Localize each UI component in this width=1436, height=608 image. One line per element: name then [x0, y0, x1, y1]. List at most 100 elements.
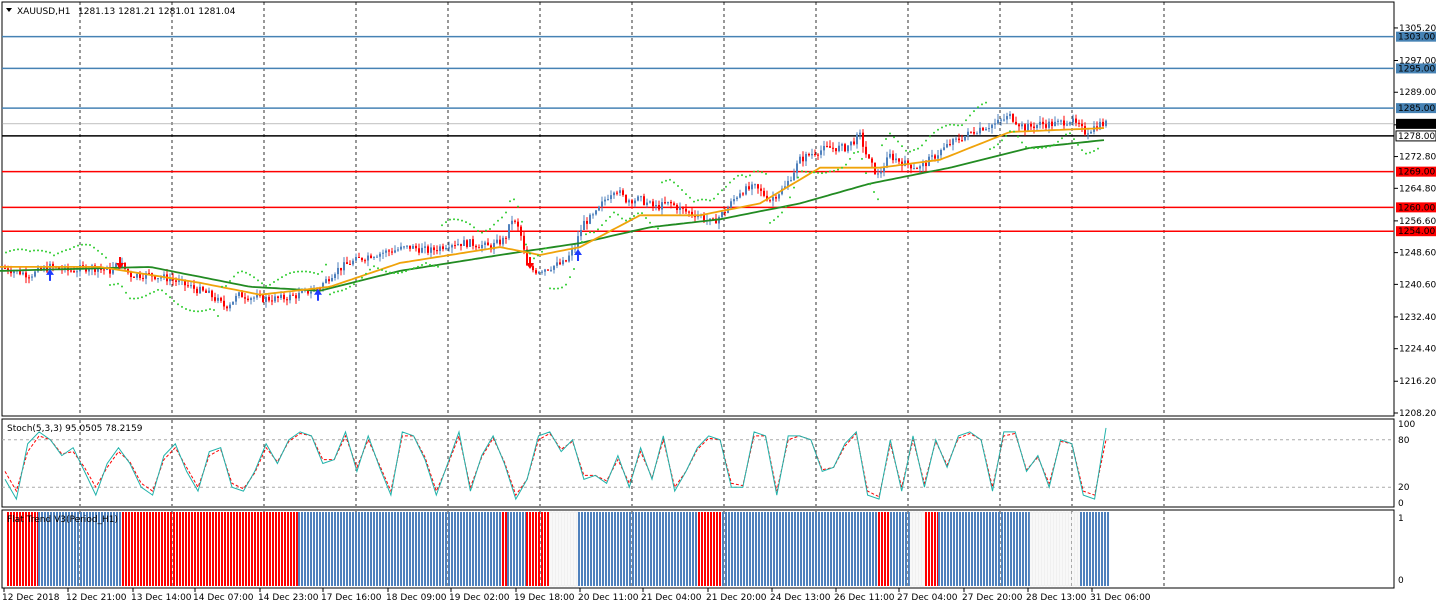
candle-body: [952, 139, 954, 145]
psar-dot: [357, 280, 359, 283]
candle-body: [775, 196, 777, 199]
candle-body: [496, 239, 498, 243]
flat-trend-bar: [310, 512, 312, 586]
psar-dot: [821, 172, 823, 175]
psar-dot: [321, 270, 323, 273]
flat-trend-bar: [44, 512, 46, 586]
flat-trend-bar: [632, 512, 634, 586]
flat-trend-bar: [451, 512, 453, 586]
flat-trend-bar: [469, 512, 471, 586]
candle-body: [280, 294, 282, 298]
flat-trend-bar: [86, 512, 88, 586]
psar-dot: [185, 307, 187, 310]
psar-dot: [945, 124, 947, 127]
flat-trend-bar: [977, 512, 979, 586]
candle-body: [472, 239, 474, 246]
candle-body: [532, 266, 534, 271]
candle-body: [925, 162, 927, 167]
candle-body: [253, 297, 255, 299]
flat-trend-bar: [1074, 511, 1078, 587]
candle-body: [535, 270, 537, 274]
candle-body: [262, 295, 264, 302]
candle-body: [583, 220, 585, 231]
flat-trend-bar: [1038, 511, 1042, 587]
flat-trend-bar: [581, 512, 583, 586]
psar-dot: [497, 219, 499, 222]
candle-body: [190, 285, 192, 287]
flat-trend-bar: [934, 512, 936, 586]
flat-trend-bar: [1098, 512, 1100, 586]
flat-trend-bar: [842, 512, 844, 586]
candle-body: [550, 269, 552, 271]
psar-dot: [189, 309, 191, 312]
candle-body: [796, 163, 798, 173]
candle-body: [1033, 126, 1035, 129]
flat-trend-bar: [301, 512, 303, 586]
flat-trend-bar: [573, 511, 577, 587]
flat-trend-bar: [680, 512, 682, 586]
candle-body: [934, 155, 936, 159]
psar-dot: [581, 240, 583, 243]
candle-body: [97, 268, 99, 272]
price-panel[interactable]: [1, 1, 1395, 417]
psar-dot: [513, 198, 515, 201]
candle-body: [436, 250, 438, 252]
psar-dot: [517, 205, 519, 208]
stoch-panel[interactable]: [1, 418, 1395, 508]
psar-dot: [621, 217, 623, 220]
psar-dot: [21, 248, 23, 251]
candle-body: [511, 220, 513, 225]
psar-dot: [313, 271, 315, 274]
y-tick-label: 1272.80: [1399, 153, 1436, 163]
flat-trend-bar: [587, 512, 589, 586]
chevron-down-icon[interactable]: [6, 8, 12, 12]
psar-dot: [605, 219, 607, 222]
psar-dot: [1057, 140, 1059, 143]
candle-body: [133, 276, 135, 278]
flat-trend-bar: [493, 512, 495, 586]
flat-trend-panel[interactable]: [1, 509, 1395, 589]
candle-body: [601, 201, 603, 207]
flat-trend-bar: [1004, 512, 1006, 586]
psar-dot: [229, 279, 231, 282]
psar-dot: [205, 309, 207, 312]
flat-trend-bar: [899, 512, 901, 586]
flat-trend-bar: [290, 512, 292, 586]
flat-trend-bar: [158, 512, 160, 586]
flat-trend-bar: [812, 512, 814, 586]
flat-trend-bar: [1068, 511, 1072, 587]
flat-trend-bar: [415, 512, 417, 586]
psar-dot: [77, 244, 79, 247]
flat-trend-bar: [182, 512, 184, 586]
flat-trend-bar: [921, 511, 925, 587]
psar-dot: [833, 169, 835, 172]
psar-dot: [13, 248, 15, 251]
candle-body: [229, 304, 231, 309]
psar-dot: [1009, 130, 1011, 133]
time-label: 27 Dec 04:00: [897, 593, 958, 603]
flat-trend-bar: [674, 512, 676, 586]
flat-trend-bar: [496, 512, 498, 586]
candle-body: [226, 306, 228, 309]
candle-body: [610, 195, 612, 200]
psar-dot: [537, 254, 539, 257]
candle-body: [73, 271, 75, 273]
y-tick-label: 1264.80: [1399, 184, 1436, 194]
flat-trend-bar: [925, 512, 927, 586]
flat-trend-bar: [430, 512, 432, 586]
psar-dot: [69, 248, 71, 251]
flat-trend-bar: [617, 512, 619, 586]
flat-trend-bar: [535, 512, 537, 586]
candle-body: [625, 194, 627, 203]
candle-body: [814, 153, 816, 155]
flat-trend-bar: [325, 512, 327, 586]
flat-trend-bar: [367, 512, 369, 586]
psar-dot: [137, 297, 139, 300]
psar-dot: [301, 270, 303, 273]
flat-trend-bar: [212, 512, 214, 586]
flat-trend-bar: [656, 512, 658, 586]
flat-trend-bar: [358, 512, 360, 586]
candle-body: [571, 249, 573, 256]
psar-dot: [741, 174, 743, 177]
